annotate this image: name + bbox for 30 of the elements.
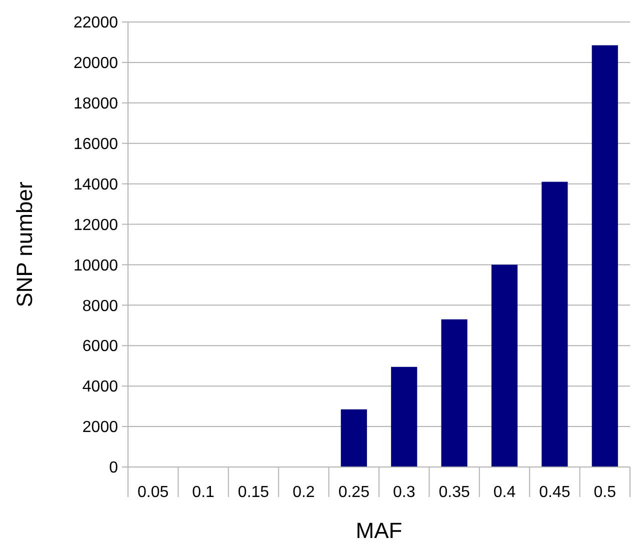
- bar: [491, 264, 518, 467]
- y-tick-label: 4000: [82, 378, 118, 396]
- y-tick-label: 6000: [82, 338, 118, 356]
- bar: [391, 366, 418, 467]
- y-tick-label: 12000: [74, 216, 118, 234]
- x-tick-label: 0.3: [392, 484, 416, 501]
- y-tick-label: 0: [109, 460, 118, 477]
- y-tick-label: 22000: [74, 14, 118, 32]
- x-tick-label: 0.05: [138, 484, 169, 501]
- y-tick-label: 2000: [82, 419, 118, 436]
- x-axis-title: MAF: [356, 518, 402, 543]
- bar: [340, 409, 367, 467]
- y-tick-label: 20000: [74, 55, 118, 72]
- x-tick-label: 0.15: [238, 484, 270, 501]
- x-tick-label: 0.4: [493, 484, 516, 501]
- x-tick-label: 0.45: [539, 484, 570, 501]
- y-tick-label: 18000: [74, 96, 118, 113]
- x-tick-label: 0.2: [292, 484, 315, 501]
- y-tick-label: 16000: [74, 136, 118, 153]
- bar: [592, 45, 618, 467]
- y-axis-title: SNP number: [12, 182, 37, 308]
- y-tick-label: 8000: [82, 298, 118, 315]
- bar: [441, 319, 468, 467]
- x-tick-label: 0.1: [192, 484, 215, 501]
- x-tick-label: 0.25: [338, 484, 370, 501]
- x-tick-label: 0.5: [594, 484, 616, 501]
- y-tick-label: 14000: [74, 176, 118, 194]
- x-tick-label: 0.35: [438, 484, 470, 501]
- y-tick-label: 10000: [74, 257, 118, 274]
- bar: [542, 182, 568, 467]
